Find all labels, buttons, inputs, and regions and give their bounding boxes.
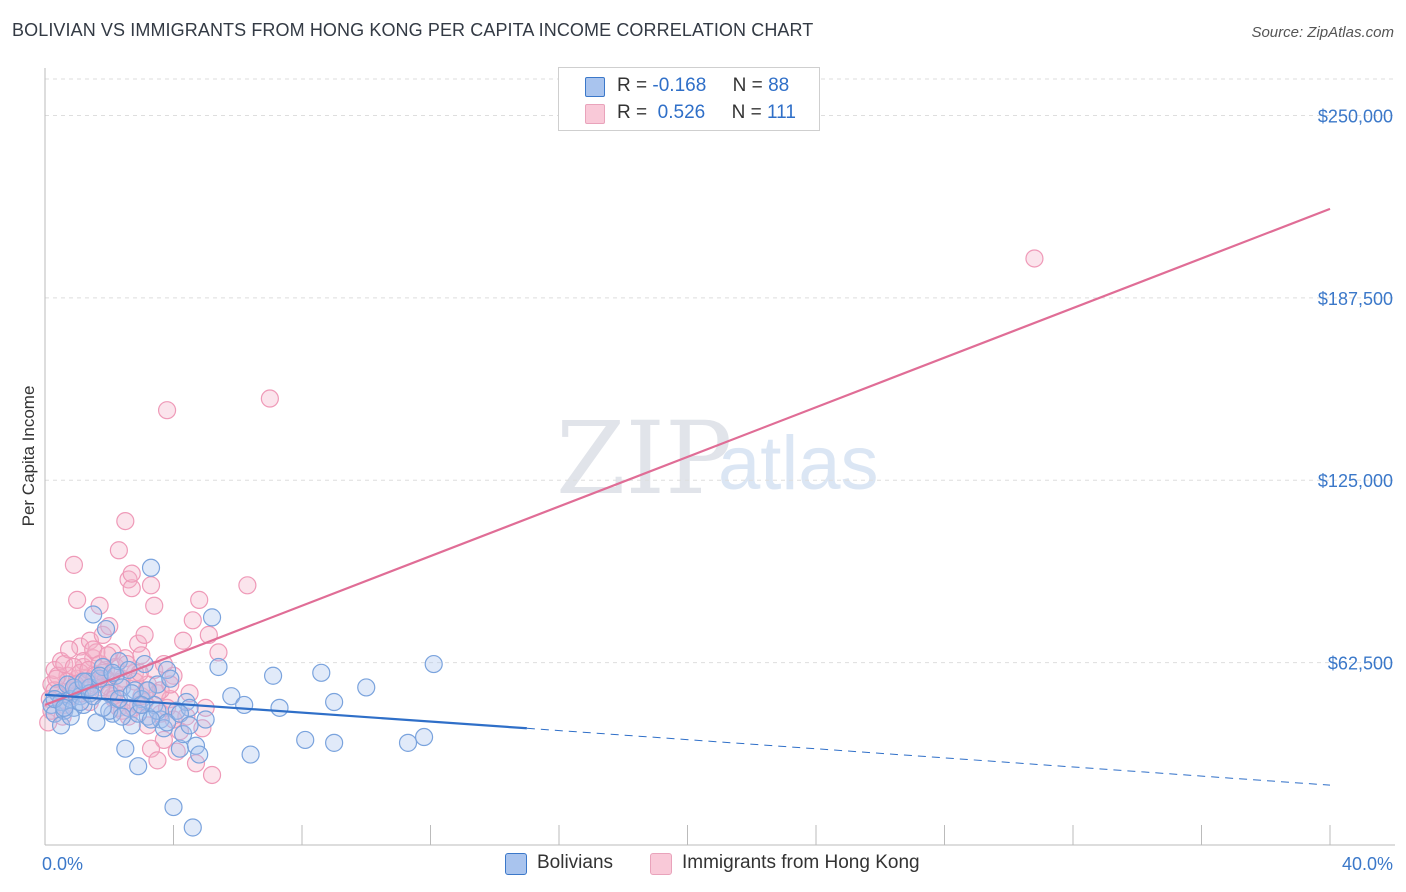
x-tick-label-max: 40.0% — [1342, 854, 1393, 874]
point-bolivians — [116, 739, 135, 758]
point-hong-kong — [135, 625, 154, 644]
tick-labels: $62,500 $125,000 $187,500 $250,000 0.0% 40.0% — [42, 106, 1393, 874]
trend-line-hong-kong — [44, 207, 1331, 706]
point-bolivians — [312, 663, 331, 682]
point-bolivians — [325, 733, 344, 752]
y-tick-label: $125,000 — [1318, 471, 1393, 491]
x-tick-label-min: 0.0% — [42, 854, 83, 874]
point-bolivians — [112, 707, 132, 726]
point-bolivians — [424, 654, 443, 674]
point-bolivians — [154, 719, 173, 738]
point-hong-kong — [145, 660, 164, 680]
r-value: 0.526 — [652, 102, 706, 123]
point-hong-kong — [141, 739, 161, 758]
point-hong-kong — [1025, 249, 1044, 268]
point-bolivians — [84, 605, 103, 624]
blue-swatch-icon — [585, 77, 605, 97]
trend-lines — [44, 207, 1331, 786]
point-hong-kong — [130, 663, 149, 682]
point-hong-kong — [141, 576, 161, 595]
point-bolivians — [183, 818, 202, 837]
r-value: -0.168 — [652, 75, 707, 96]
point-hong-kong — [122, 579, 141, 598]
r-label: R = — [617, 75, 648, 96]
point-bolivians — [96, 619, 116, 639]
point-hong-kong — [64, 555, 84, 574]
legend-label-hong-kong: Immigrants from Hong Kong — [682, 852, 920, 873]
point-bolivians — [164, 797, 183, 817]
y-tick-label: $187,500 — [1318, 289, 1393, 309]
axes — [44, 68, 1395, 846]
point-bolivians — [263, 666, 283, 685]
point-hong-kong — [161, 675, 180, 694]
y-tick-label: $62,500 — [1328, 654, 1393, 674]
point-hong-kong — [167, 742, 186, 761]
point-bolivians — [296, 730, 315, 750]
point-hong-kong — [100, 617, 119, 636]
point-hong-kong — [190, 590, 209, 609]
point-hong-kong — [157, 401, 177, 420]
legend-label-bolivians: Bolivians — [537, 852, 614, 873]
point-bolivians — [235, 695, 254, 715]
blue-swatch-icon — [505, 853, 527, 875]
point-bolivians — [202, 608, 222, 627]
point-hong-kong — [238, 576, 257, 595]
watermark-zip: ZIP — [556, 400, 733, 517]
trend-line-bolivians-projected — [526, 727, 1331, 786]
point-bolivians — [190, 745, 209, 764]
n-label: N = — [731, 102, 762, 123]
point-bolivians — [325, 692, 344, 712]
pink-swatch-icon — [650, 853, 672, 875]
point-hong-kong — [209, 643, 228, 662]
point-hong-kong — [122, 564, 141, 583]
point-hong-kong — [260, 389, 279, 408]
n-label: N = — [732, 75, 763, 96]
point-bolivians — [84, 687, 103, 706]
point-bolivians — [222, 687, 241, 706]
point-bolivians — [196, 710, 215, 729]
point-bolivians — [209, 657, 228, 677]
y-tick-label: $250,000 — [1318, 106, 1393, 126]
point-hong-kong — [47, 669, 66, 688]
point-hong-kong — [68, 590, 87, 609]
point-hong-kong — [109, 541, 128, 560]
point-hong-kong — [174, 631, 193, 650]
point-bolivians — [161, 669, 180, 688]
point-bolivians — [55, 698, 74, 717]
point-bolivians — [141, 710, 161, 729]
point-bolivians — [357, 678, 376, 697]
point-bolivians — [129, 757, 148, 776]
y-axis-title: Per Capita Income — [19, 386, 38, 527]
point-bolivians — [141, 558, 161, 577]
trend-line-bolivians — [44, 693, 527, 730]
point-hong-kong — [202, 765, 222, 785]
point-hong-kong — [59, 640, 79, 659]
point-hong-kong — [148, 751, 167, 770]
source-label: Source: ZipAtlas.com — [1251, 24, 1394, 41]
correlation-legend: R = -0.168 N = 88 R = 0.526 N = 111 — [558, 67, 820, 131]
point-bolivians — [241, 745, 260, 764]
point-bolivians — [270, 698, 289, 717]
pink-swatch-icon — [585, 104, 605, 124]
point-bolivians — [180, 716, 199, 735]
point-bolivians — [132, 695, 151, 715]
n-value: 111 — [767, 102, 796, 123]
point-bolivians — [414, 727, 434, 747]
point-bolivians — [93, 698, 112, 717]
point-bolivians — [398, 733, 418, 752]
series-bolivians-points — [42, 558, 443, 837]
grid — [45, 78, 1395, 664]
point-hong-kong — [98, 646, 117, 665]
chart-title: BOLIVIAN VS IMMIGRANTS FROM HONG KONG PE… — [12, 20, 814, 40]
point-hong-kong — [183, 611, 202, 630]
n-value: 88 — [768, 75, 790, 96]
point-bolivians — [177, 692, 196, 712]
r-label: R = — [617, 102, 648, 123]
point-hong-kong — [116, 511, 135, 531]
point-hong-kong — [145, 596, 164, 615]
